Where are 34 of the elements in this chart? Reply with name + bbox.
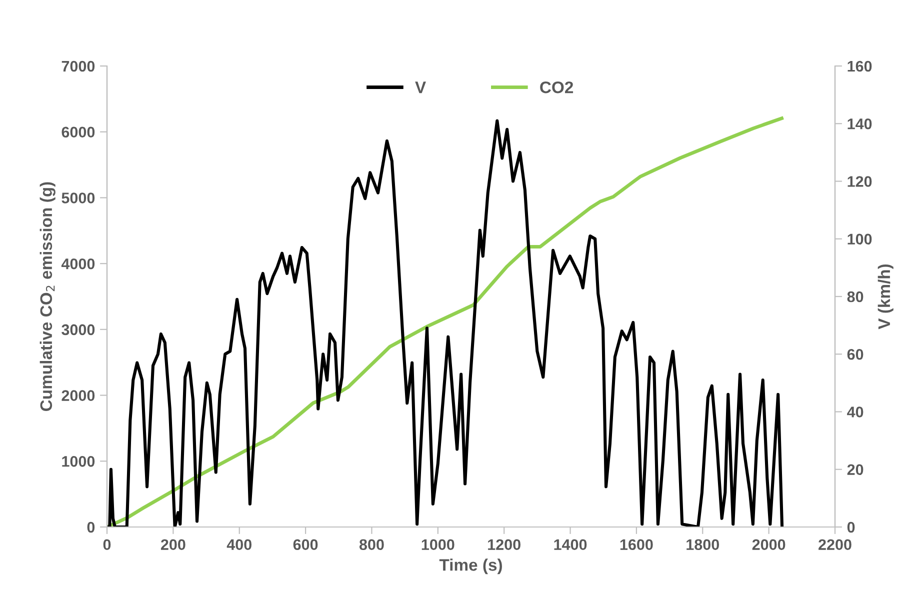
y-tick-label: 4000 bbox=[61, 258, 95, 270]
x-tick-label: 1800 bbox=[686, 539, 720, 550]
y-tick-label: 7000 bbox=[62, 60, 95, 72]
y2-tick-label: 80 bbox=[847, 291, 864, 302]
y-tick-label: 5000 bbox=[62, 192, 95, 204]
legend-label: V bbox=[415, 82, 426, 94]
x-tick-label: 1200 bbox=[488, 539, 520, 550]
x-tick-label: 1600 bbox=[620, 539, 653, 550]
y2-tick-label: 0 bbox=[847, 522, 855, 533]
x-tick-label: 0 bbox=[103, 539, 111, 550]
y2-tick-label: 120 bbox=[848, 176, 872, 187]
x-tick-label: 2000 bbox=[752, 539, 786, 550]
x-tick-label: 800 bbox=[359, 539, 384, 550]
y-tick-label: 6000 bbox=[62, 126, 95, 138]
y-axis-title: Cumulative CO$_{2}$ emission (g) bbox=[40, 182, 56, 411]
y-tick-label: 0 bbox=[87, 522, 95, 533]
x-tick-label: 1400 bbox=[554, 539, 587, 550]
y2-tick-label: 40 bbox=[847, 406, 864, 418]
legend-label: CO2 bbox=[540, 81, 574, 94]
y-tick-label: 2000 bbox=[62, 390, 95, 401]
x-tick-label: 1000 bbox=[422, 539, 454, 550]
y-tick-label: 3000 bbox=[62, 324, 95, 336]
y2-axis-title: V (km/h) bbox=[878, 264, 894, 330]
y2-tick-label: 60 bbox=[847, 348, 864, 360]
y2-tick-label: 140 bbox=[848, 118, 872, 130]
x-tick-label: 600 bbox=[293, 539, 318, 550]
y2-tick-label: 160 bbox=[848, 60, 872, 72]
y2-tick-label: 20 bbox=[847, 464, 864, 476]
y2-tick-label: 100 bbox=[848, 234, 872, 245]
x-tick-label: 2200 bbox=[818, 539, 852, 550]
x-tick-label: 200 bbox=[160, 539, 186, 550]
x-axis-title: Time (s) bbox=[439, 558, 502, 574]
y-tick-label: 1000 bbox=[62, 456, 95, 467]
x-tick-label: 400 bbox=[226, 539, 252, 550]
